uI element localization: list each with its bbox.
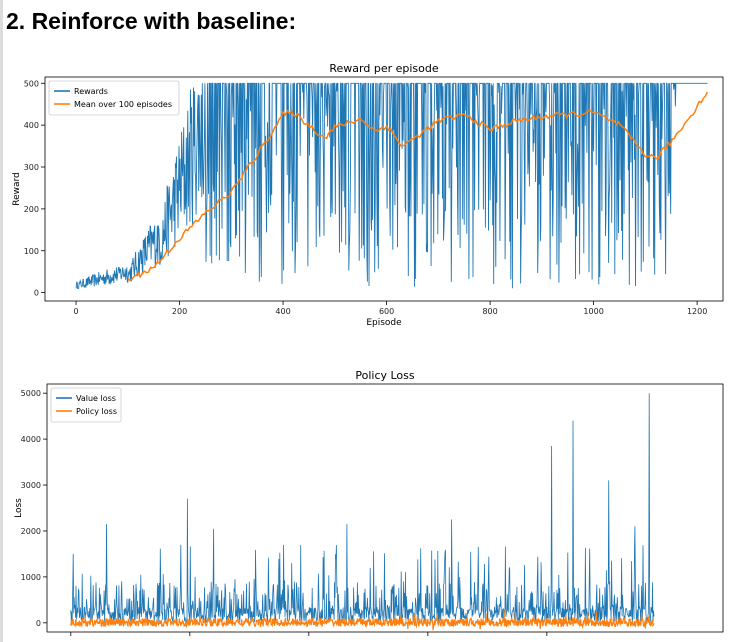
series-policy-loss (70, 609, 655, 631)
reward-chart: Reward per episode 0 200 400 600 800 1000 1200 0… (12, 62, 724, 328)
series-value-loss (70, 393, 655, 624)
y-tick-label: 200 (24, 205, 39, 214)
left-margin-rule (0, 0, 3, 642)
legend-label: Value loss (76, 394, 116, 403)
x-axis-label: Episode (366, 318, 402, 328)
y-tick-label: 1000 (21, 573, 41, 582)
y-axis-label: Loss (14, 498, 24, 518)
legend-label: Mean over 100 episodes (74, 100, 172, 109)
x-tick-label: 800 (482, 307, 497, 316)
y-tick-label: 0 (34, 289, 39, 298)
y-tick-label: 0 (36, 619, 41, 628)
x-tick-label: 1000 (583, 307, 603, 316)
y-tick-label: 3000 (21, 481, 41, 490)
y-tick-label: 4000 (21, 435, 41, 444)
legend-box (48, 80, 180, 116)
plot-frame (46, 383, 724, 633)
x-tick-label: 0 (74, 307, 79, 316)
y-tick-label: 100 (24, 247, 39, 256)
chart-title: Policy Loss (355, 369, 415, 382)
x-tick-label: 200 (172, 307, 187, 316)
y-axis-label: Reward (12, 172, 22, 206)
chart-title: Reward per episode (329, 62, 438, 75)
y-tick-label: 400 (24, 121, 39, 130)
x-tick-label: 400 (275, 307, 290, 316)
legend-label: Policy loss (76, 407, 117, 416)
legend-box (50, 387, 122, 423)
loss-chart: Policy Loss 0 1000 2000 3000 4000 5000 Loss Valu… (14, 369, 724, 636)
x-tick-label: 600 (379, 307, 394, 316)
legend-label: Rewards (74, 87, 108, 96)
legend: Value loss Policy loss (50, 387, 122, 423)
plot-frame (44, 76, 724, 302)
x-tick-label: 1200 (687, 307, 707, 316)
y-tick-label: 500 (24, 79, 39, 88)
y-tick-label: 2000 (21, 527, 41, 536)
y-tick-label: 300 (24, 163, 39, 172)
series-mean-100 (127, 91, 709, 282)
y-tick-label: 5000 (21, 389, 41, 398)
legend: Rewards Mean over 100 episodes (48, 80, 180, 116)
series-rewards (75, 82, 708, 289)
section-heading: 2. Reinforce with baseline: (6, 8, 297, 34)
